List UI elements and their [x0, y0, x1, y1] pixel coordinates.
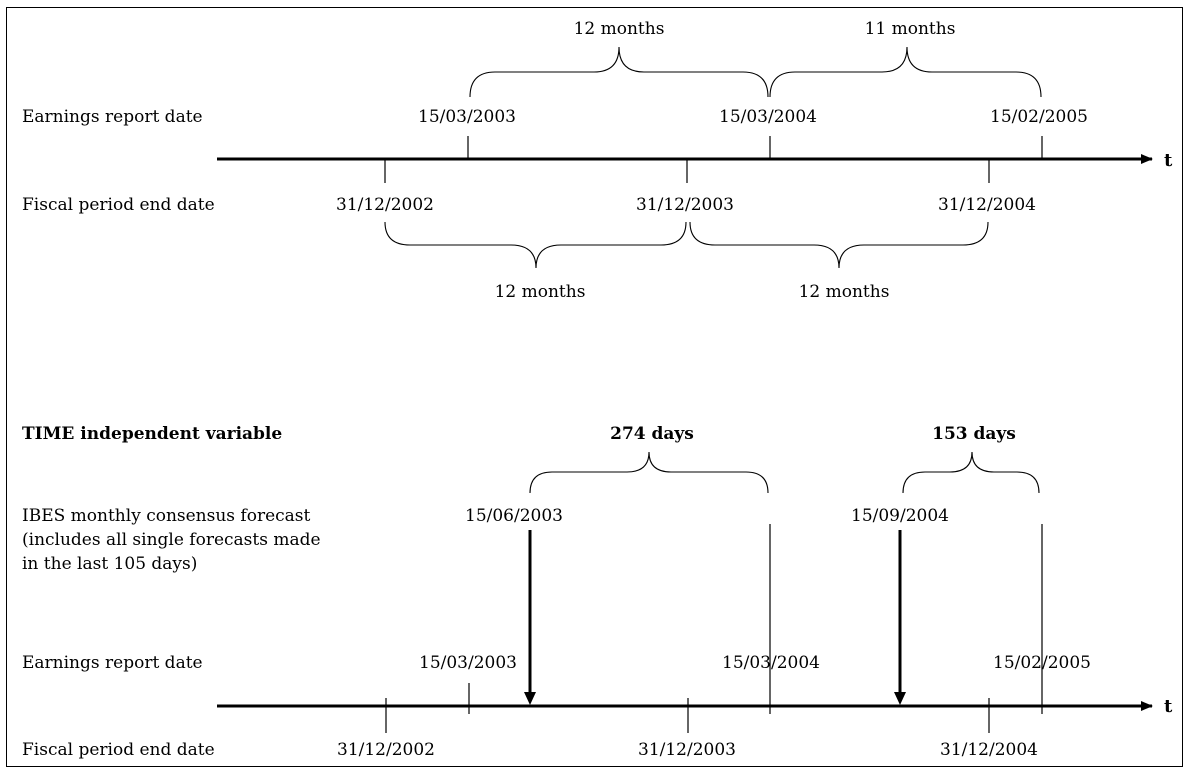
top-fiscal-row-label: Fiscal period end date	[22, 195, 215, 215]
top-fiscal-span-1: 12 months	[494, 282, 586, 302]
ibes-label-line-1: IBES monthly consensus forecast	[22, 506, 311, 526]
top-fiscal-date-2: 31/12/2003	[636, 195, 734, 215]
top-fiscal-brace-1	[384, 221, 687, 269]
bottom-axis-label: t	[1164, 696, 1173, 717]
bottom-earnings-date-1: 15/03/2003	[419, 653, 517, 673]
bottom-earnings-date-3: 15/02/2005	[993, 653, 1091, 673]
top-earnings-row-label: Earnings report date	[22, 107, 203, 127]
bottom-earnings-row-label: Earnings report date	[22, 653, 203, 673]
bottom-fiscal-date-2: 31/12/2003	[638, 740, 736, 760]
ibes-label-line-3: in the last 105 days)	[22, 554, 198, 574]
section-heading: TIME independent variable	[22, 424, 283, 444]
top-earnings-date-3: 15/02/2005	[990, 107, 1088, 127]
top-axis-label: t	[1164, 150, 1173, 171]
forecast-date-1: 15/06/2003	[465, 506, 563, 526]
top-fiscal-date-3: 31/12/2004	[938, 195, 1036, 215]
bottom-fiscal-row-label: Fiscal period end date	[22, 740, 215, 760]
days-span-2: 153 days	[932, 424, 1016, 444]
top-earnings-span-1: 12 months	[573, 19, 665, 39]
forecast-arrowhead-1	[524, 692, 536, 705]
forecast-date-2: 15/09/2004	[851, 506, 949, 526]
days-span-1: 274 days	[610, 424, 694, 444]
top-earnings-date-2: 15/03/2004	[719, 107, 817, 127]
bottom-earnings-date-2: 15/03/2004	[722, 653, 820, 673]
bottom-fiscal-date-1: 31/12/2002	[337, 740, 435, 760]
days-brace-2	[902, 451, 1040, 494]
days-brace-1	[529, 451, 769, 494]
top-earnings-span-2: 11 months	[864, 19, 956, 39]
top-earnings-brace-1	[469, 46, 769, 98]
ibes-label-line-2: (includes all single forecasts made	[22, 530, 321, 550]
top-fiscal-span-2: 12 months	[798, 282, 890, 302]
top-fiscal-brace-2	[689, 221, 989, 269]
bottom-fiscal-date-3: 31/12/2004	[940, 740, 1038, 760]
forecast-arrowhead-2	[894, 692, 906, 705]
top-fiscal-date-1: 31/12/2002	[336, 195, 434, 215]
top-earnings-brace-2	[769, 46, 1042, 98]
top-earnings-date-1: 15/03/2003	[418, 107, 516, 127]
